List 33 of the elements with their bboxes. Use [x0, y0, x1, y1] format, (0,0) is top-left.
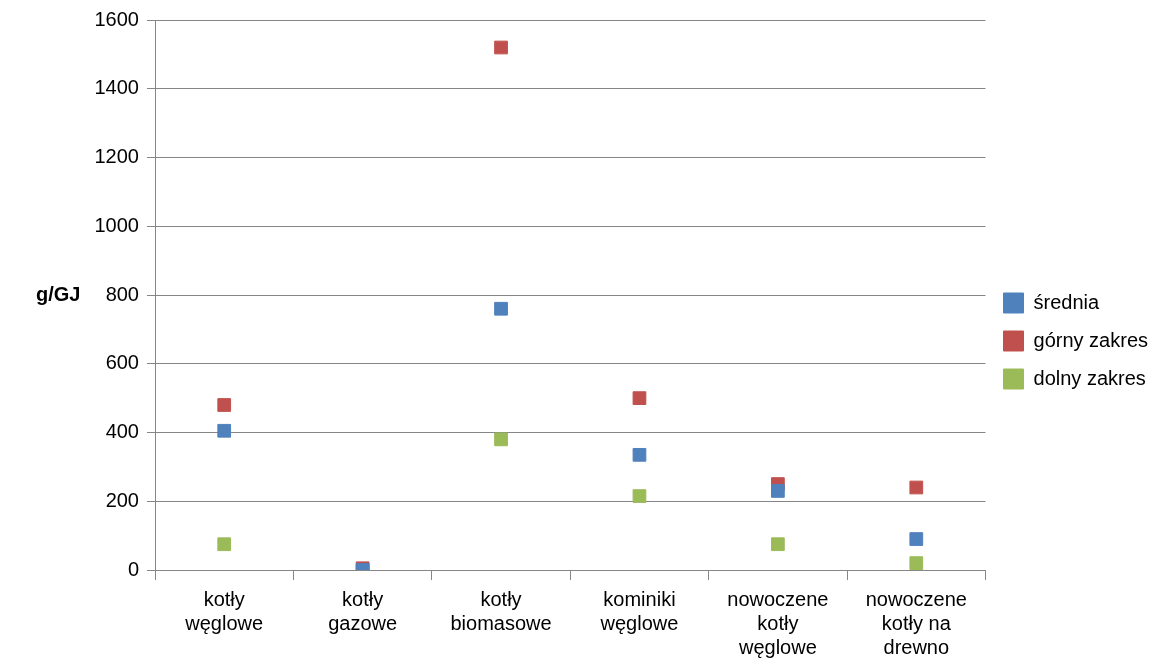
y-tick-label: 200 [105, 488, 139, 511]
y-axis-title: g/GJ [36, 282, 81, 305]
point [909, 532, 924, 546]
y-tick-label: 1400 [94, 76, 139, 99]
y-tick-label: 0 [127, 557, 139, 580]
point [632, 489, 647, 503]
point [217, 537, 232, 552]
y-tick-label: 600 [105, 351, 139, 374]
y-tick-label: 400 [105, 420, 139, 443]
x-tick-label: kotły węglowe [184, 587, 264, 634]
legend-label: dolny zakres [1033, 366, 1146, 389]
x-tick-label: nowoczene kotły węglowe [727, 587, 829, 658]
legend-label: górny zakres [1033, 328, 1149, 351]
point [217, 423, 232, 438]
point [632, 391, 647, 405]
point [909, 480, 924, 495]
point [632, 447, 647, 462]
x-tick-label: kotły gazowe [328, 587, 398, 634]
point [217, 398, 232, 412]
x-tick-label: kominiki węglowe [599, 587, 679, 634]
point [494, 432, 508, 447]
y-tick-label: 1600 [94, 7, 139, 30]
legend-label: średnia [1033, 290, 1100, 313]
point [771, 484, 785, 498]
point [494, 301, 508, 316]
y-tick-label: 1000 [94, 213, 139, 236]
point [494, 40, 508, 55]
point [771, 537, 785, 552]
x-tick-label: nowoczene kotły na drewno [865, 587, 967, 658]
y-tick-label: 800 [105, 282, 139, 305]
x-tick-label: kotły biomasowe [450, 587, 552, 634]
point [909, 556, 924, 570]
y-tick-label: 1200 [94, 145, 139, 168]
